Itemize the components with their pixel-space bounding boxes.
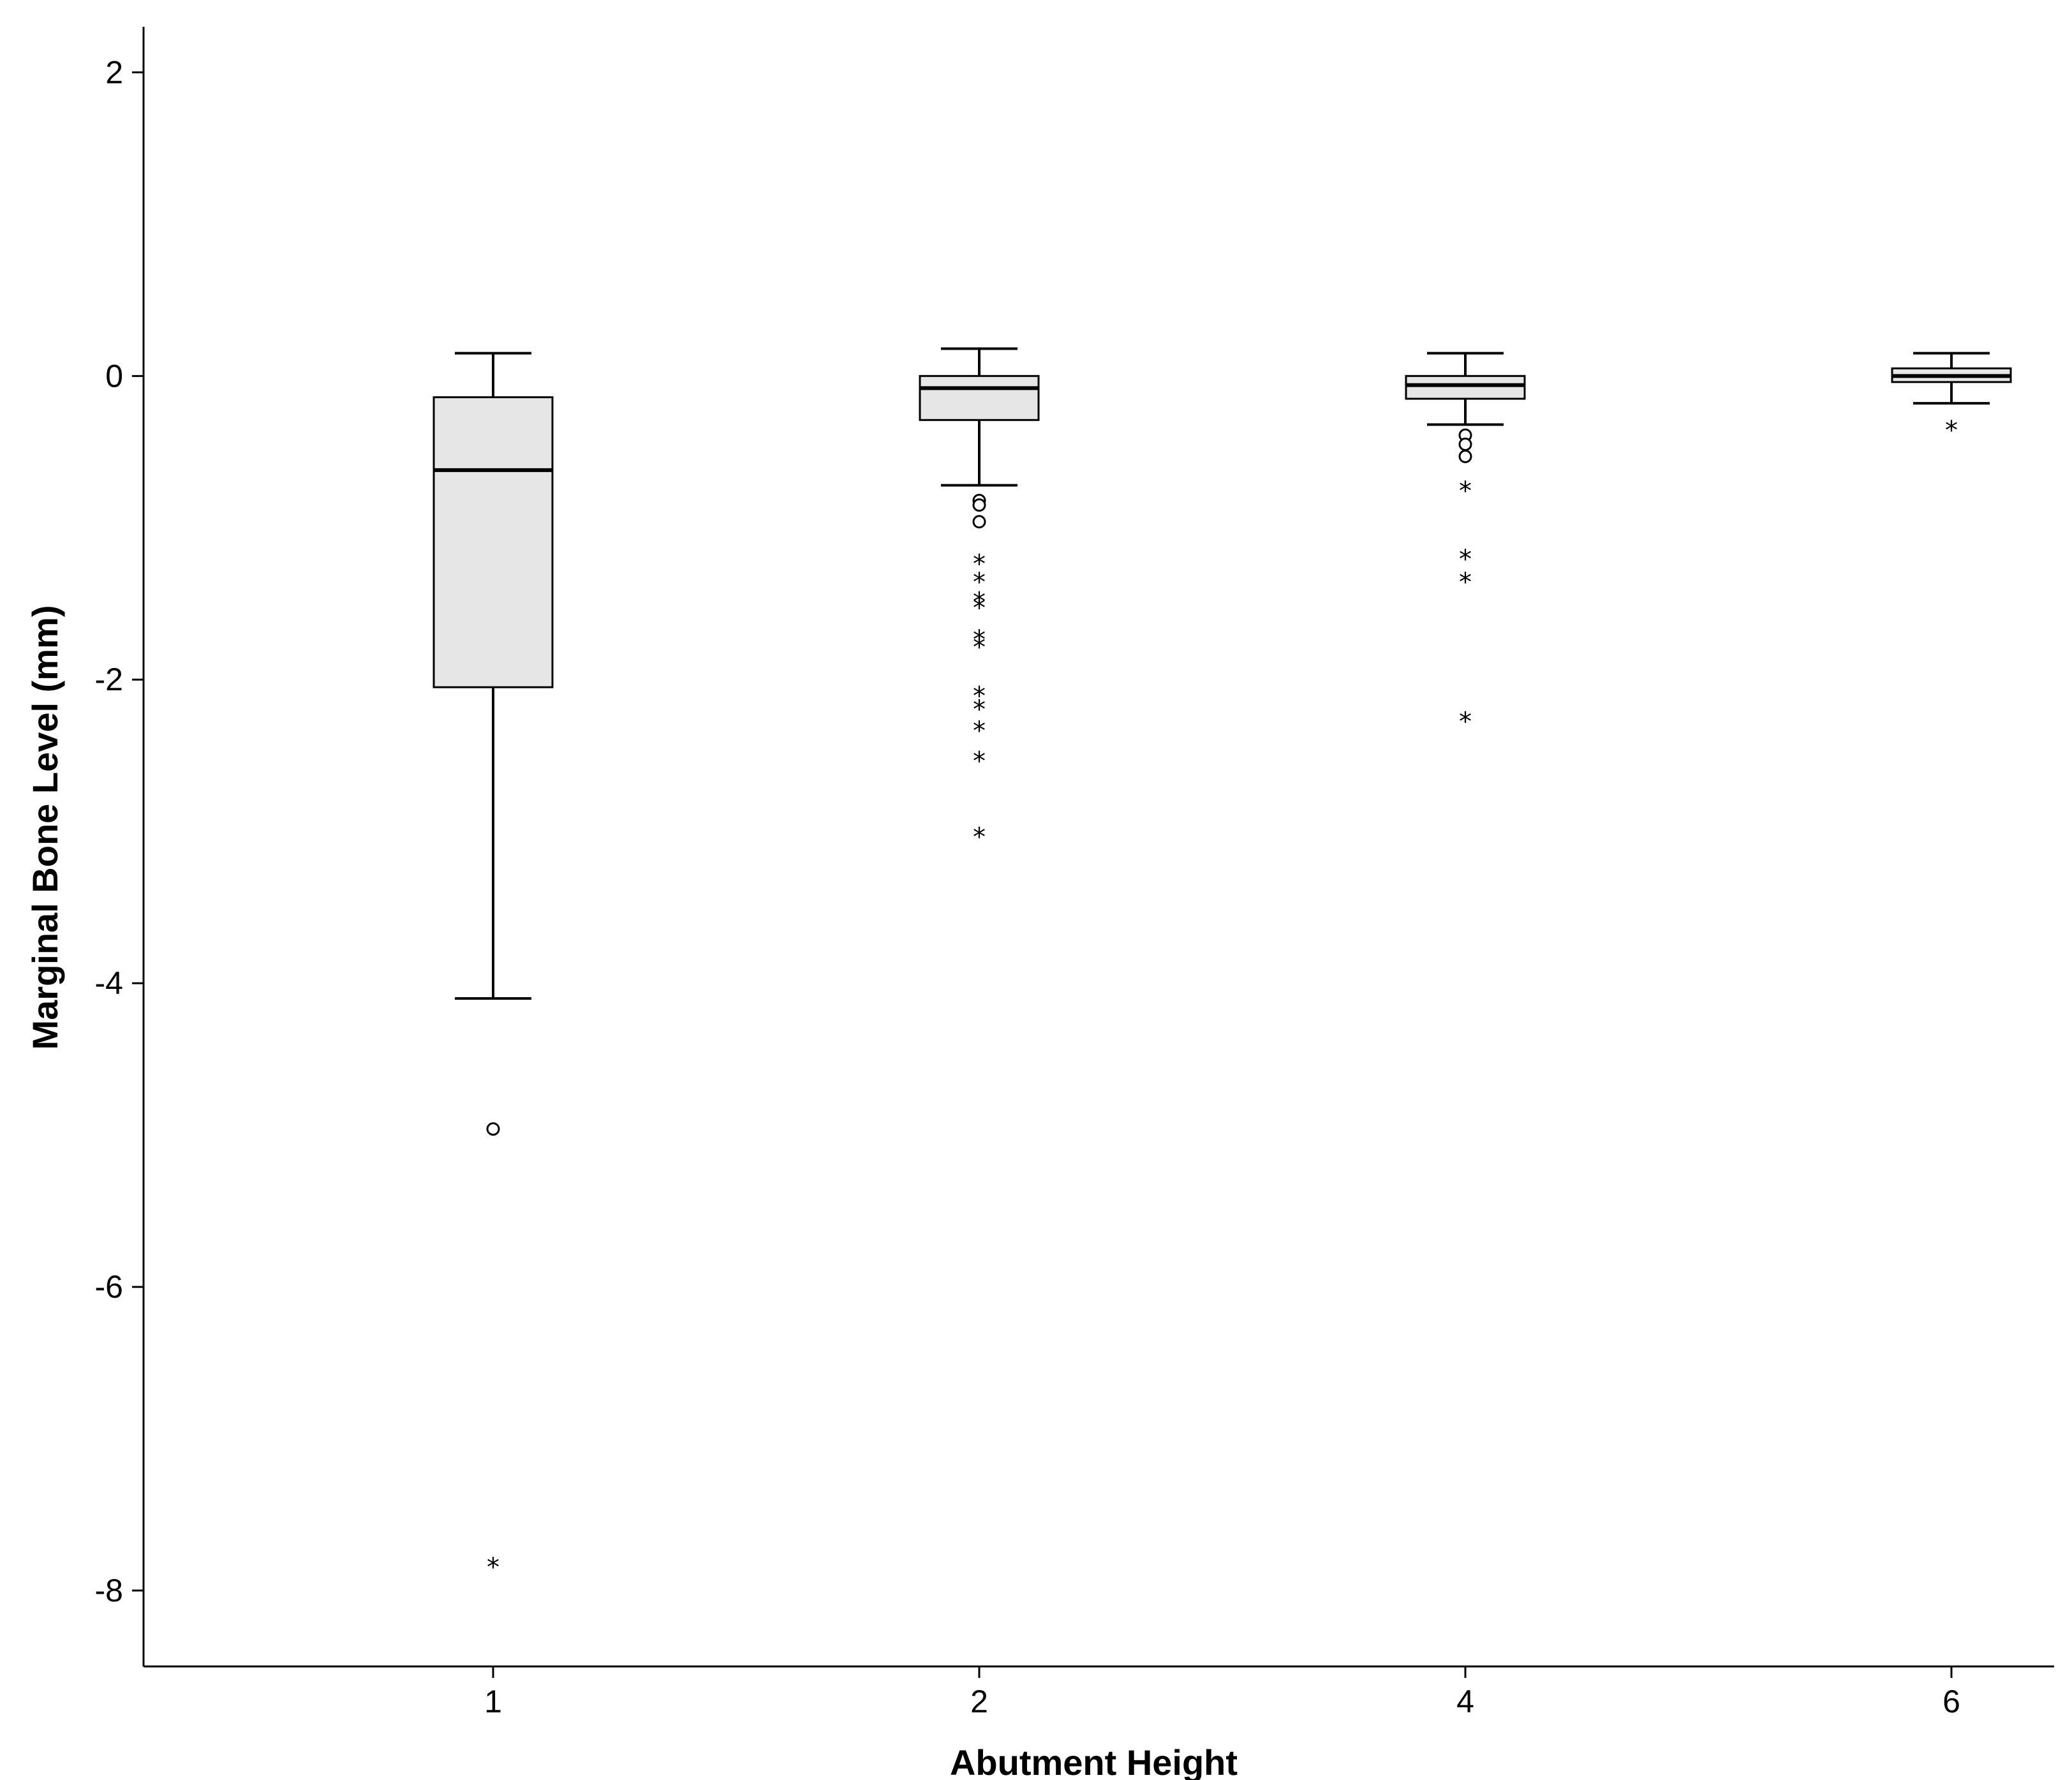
extreme-point: * <box>973 568 986 597</box>
box-group-1: * <box>433 352 554 1582</box>
extreme-point: * <box>973 695 986 725</box>
extreme-point: * <box>973 588 986 617</box>
extreme-point: * <box>973 633 986 662</box>
y-tick-label: -4 <box>95 965 123 1001</box>
x-tick-label: 4 <box>1456 1684 1474 1719</box>
y-tick-label: -6 <box>95 1269 123 1305</box>
box-group-2: *********** <box>919 347 1040 852</box>
y-tick-label: -2 <box>95 662 123 697</box>
iqr-box <box>433 396 554 688</box>
extreme-point: * <box>487 1553 500 1582</box>
x-tick-label: 2 <box>970 1684 988 1719</box>
x-tick-label: 6 <box>1943 1684 1960 1719</box>
outlier-point <box>972 515 986 529</box>
box-group-4: **** <box>1405 352 1526 737</box>
extreme-point: * <box>973 549 986 579</box>
extreme-point: * <box>1945 416 1958 445</box>
extreme-point: * <box>973 593 986 623</box>
y-ticks: 2 0 -2 -4 -6 -8 <box>95 54 144 1608</box>
boxes: ***************** <box>433 347 2012 1582</box>
extreme-point: * <box>1459 477 1472 506</box>
outlier-point <box>486 1122 500 1136</box>
iqr-box <box>919 375 1040 421</box>
extreme-point: * <box>973 747 986 776</box>
outlier-point <box>1458 437 1472 451</box>
axes <box>142 27 2054 1668</box>
extreme-point: * <box>973 716 986 746</box>
x-axis-title: Abutment Height <box>950 1742 1238 1780</box>
outlier-point <box>1458 449 1472 463</box>
iqr-box <box>1405 375 1526 400</box>
y-tick-label: 0 <box>105 358 123 394</box>
extreme-point: * <box>1459 545 1472 574</box>
y-tick-label: -8 <box>95 1573 123 1608</box>
extreme-point: * <box>973 625 986 655</box>
extreme-point: * <box>973 823 986 852</box>
x-tick-label: 1 <box>484 1684 502 1719</box>
extreme-point: * <box>973 681 986 711</box>
y-axis-title: Marginal Bone Level (mm) <box>25 605 65 1049</box>
outlier-point <box>972 498 986 512</box>
x-ticks: 1 2 4 6 <box>484 1666 1960 1719</box>
box-group-6: * <box>1891 352 2012 445</box>
y-tick-label: 2 <box>105 54 123 90</box>
extreme-point: * <box>1459 568 1472 597</box>
extreme-point: * <box>1459 708 1472 737</box>
